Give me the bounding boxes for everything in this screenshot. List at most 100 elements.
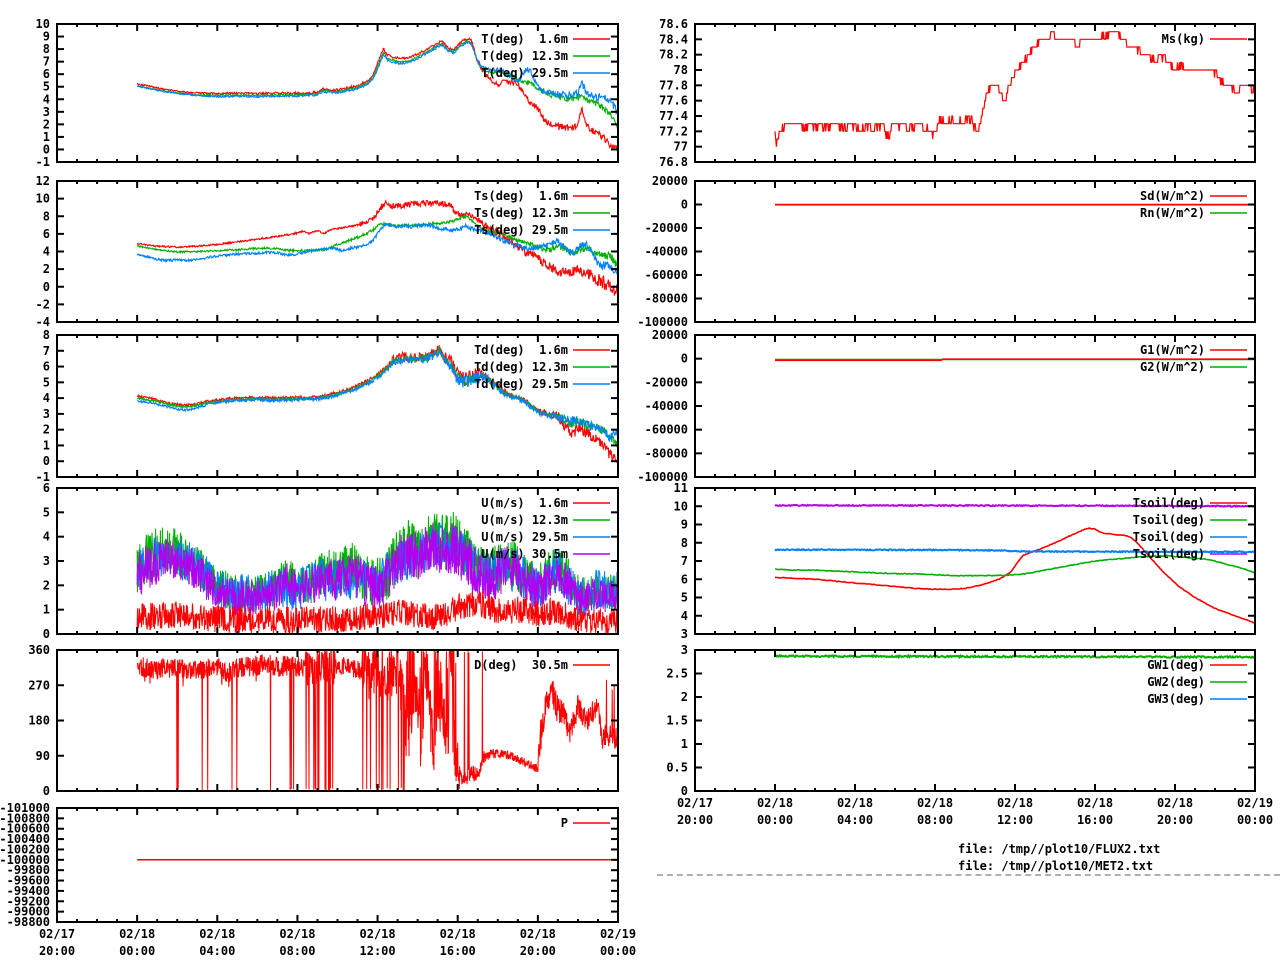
ytick-label: 2	[43, 117, 50, 131]
ytick-label: -100800	[0, 811, 50, 825]
xtick-date: 02/19	[600, 927, 636, 941]
legend-label-td-0: Td(deg) 1.6m	[474, 343, 568, 357]
ytick-label: -20000	[645, 375, 688, 389]
ytick-label: 0.5	[666, 761, 688, 775]
legend-label-gw-0: GW1(deg)	[1147, 658, 1205, 672]
legend-label-sd-rn-0: Sd(W/m^2)	[1140, 189, 1205, 203]
ytick-label: -100000	[637, 470, 688, 484]
ytick-label: 1	[43, 603, 50, 617]
series-td-blue	[136, 347, 619, 443]
ytick-label: -100400	[0, 832, 50, 846]
legend-label-gw-2: GW3(deg)	[1147, 692, 1205, 706]
xtick-time: 00:00	[757, 813, 793, 827]
ytick-label: -40000	[645, 245, 688, 259]
series-t-air-red	[136, 36, 619, 154]
ytick-label: 0	[43, 142, 50, 156]
ytick-label: 2	[43, 423, 50, 437]
xtick-date: 02/18	[279, 927, 315, 941]
ytick-label: 4	[43, 530, 50, 544]
legend-label-g1-g2-1: G2(W/m^2)	[1140, 360, 1205, 374]
series-t-air-blue	[136, 41, 619, 115]
ytick-label: 4	[43, 391, 50, 405]
legend-label-t-air-2: T(deg) 29.5m	[481, 66, 568, 80]
ytick-label: -99600	[7, 874, 50, 888]
xtick-time: 16:00	[440, 944, 476, 958]
xtick-date: 02/19	[1237, 796, 1273, 810]
panel-tsoil: 11 10 9 8 7 6 5 4 3 Tsoil(deg) Tsoil(deg) Tsoil(deg…	[674, 481, 1256, 641]
legend-label-t-air-1: T(deg) 12.3m	[481, 49, 568, 63]
legend-label-u-wind-3: U(m/s) 30.5m	[481, 547, 568, 561]
ytick-label: 0	[43, 784, 50, 798]
ytick-label: -100600	[0, 822, 50, 836]
legend-label-tsoil-0: Tsoil(deg)	[1133, 496, 1205, 510]
ytick-label: -100200	[0, 842, 50, 856]
ytick-label: 3	[681, 627, 688, 641]
legend-label-p-pressure-0: P	[561, 816, 568, 830]
series-tsoil-blue	[774, 547, 1256, 554]
ytick-label: -60000	[645, 423, 688, 437]
ytick-label: -1	[36, 155, 50, 169]
ytick-label: 6	[43, 481, 50, 495]
panel-ts: 12 10 8 6 4 2 0 -2 -4 Ts(deg) 1.6m Ts(deg) 12.3m Ts…	[36, 174, 619, 329]
xtick-time: 08:00	[279, 944, 315, 958]
xtick-time: 20:00	[1157, 813, 1193, 827]
xtick-time: 04:00	[837, 813, 873, 827]
ytick-label: 10	[36, 192, 50, 206]
ytick-label: 78.2	[659, 48, 688, 62]
plot-border-p-pressure	[56, 807, 619, 923]
ytick-label: 1.5	[666, 714, 688, 728]
ytick-label: 360	[28, 643, 50, 657]
ytick-label: 4	[43, 92, 50, 106]
ytick-label: 8	[43, 328, 50, 342]
ytick-label: 180	[28, 714, 50, 728]
xtick-date: 02/17	[39, 927, 75, 941]
ytick-label: 6	[43, 227, 50, 241]
ytick-label: 78.6	[659, 17, 688, 31]
ytick-label: 0	[681, 784, 688, 798]
ytick-label: 10	[36, 17, 50, 31]
ytick-label: -80000	[645, 292, 688, 306]
legend-label-u-wind-2: U(m/s) 29.5m	[481, 530, 568, 544]
ytick-label: 8	[43, 42, 50, 56]
xtick-date: 02/18	[119, 927, 155, 941]
ytick-label: 3	[43, 105, 50, 119]
ytick-label: 10	[674, 499, 688, 513]
xtick-date: 02/18	[837, 796, 873, 810]
ytick-label: 3	[43, 554, 50, 568]
ytick-label: 7	[43, 55, 50, 69]
ytick-label: 6	[43, 360, 50, 374]
ytick-label: 1	[681, 737, 688, 751]
ytick-label: 5	[681, 591, 688, 605]
xtick-date: 02/18	[917, 796, 953, 810]
legend-label-td-2: Td(deg) 29.5m	[474, 377, 568, 391]
ytick-label: -98800	[7, 915, 50, 929]
xtick-time: 00:00	[119, 944, 155, 958]
ytick-label: 11	[674, 481, 688, 495]
ytick-label: 76.8	[659, 155, 688, 169]
series-ts-red	[136, 199, 619, 296]
panel-sd-rn: 20000 0 -20000 -40000 -60000 -80000 -100000 Sd(…	[637, 174, 1256, 329]
legend-label-ts-2: Ts(deg) 29.5m	[474, 223, 568, 237]
ytick-label: -100000	[0, 853, 50, 867]
panel-p-pressure: -101000-100800-100600-100400-100200-1000…	[0, 801, 636, 958]
ytick-label: 6	[43, 67, 50, 81]
xtick-date: 02/18	[360, 927, 396, 941]
ytick-label: 7	[681, 554, 688, 568]
ytick-label: 77.8	[659, 78, 688, 92]
panel-g1-g2: 20000 0 -20000 -40000 -60000 -80000 -100000 G1(…	[637, 328, 1256, 484]
ytick-label: 90	[36, 749, 50, 763]
ytick-label: 6	[681, 572, 688, 586]
series-ts-blue	[136, 222, 619, 277]
series-tsoil-green	[775, 554, 1256, 577]
ytick-label: 77.6	[659, 94, 688, 108]
ytick-label: 0	[681, 352, 688, 366]
legend-label-tsoil-1: Tsoil(deg)	[1133, 513, 1205, 527]
legend-label-sd-rn-1: Rn(W/m^2)	[1140, 206, 1205, 220]
ytick-label: -100000	[637, 315, 688, 329]
ytick-label: 4	[43, 245, 50, 259]
ytick-label: -60000	[645, 268, 688, 282]
ytick-label: 20000	[652, 174, 688, 188]
